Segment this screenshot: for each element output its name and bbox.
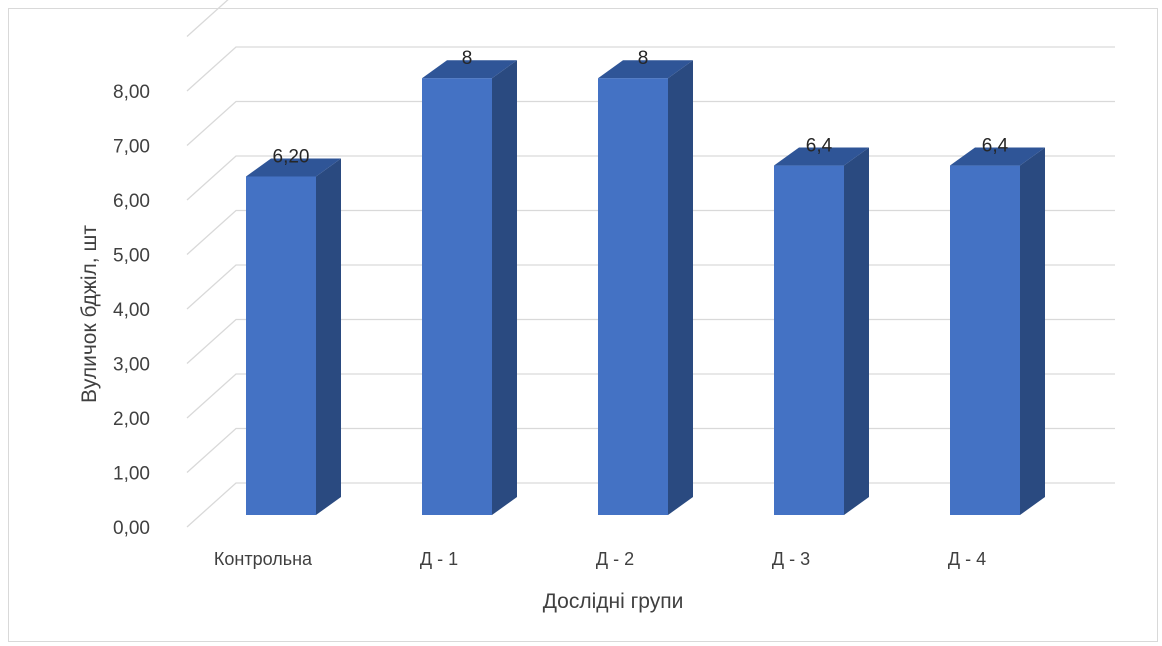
bar-top-face <box>598 60 693 79</box>
bar-front-face <box>774 165 844 515</box>
x-axis-title: Дослідні групи <box>543 590 684 613</box>
bar-front-face <box>422 78 492 515</box>
bar-top-face <box>422 60 517 79</box>
y-tick-label: 6,00 <box>113 191 150 212</box>
bar-front-face <box>246 176 316 516</box>
y-tick-label: 4,00 <box>113 300 150 321</box>
gridline <box>186 100 1115 146</box>
x-axis-category-labels: Контрольна Д - 1 Д - 2 Д - 3 Д - 4 <box>214 549 986 569</box>
bar-top-face <box>950 147 1045 166</box>
bar-side-face <box>668 60 693 515</box>
data-label: 8 <box>462 48 473 69</box>
bar-side-face <box>316 158 341 516</box>
bar-front-face <box>598 78 668 515</box>
data-label: 6,4 <box>982 136 1009 157</box>
bar-side-face <box>1020 147 1045 515</box>
y-tick-label: 8,00 <box>113 82 150 103</box>
y-tick-label: 7,00 <box>113 137 150 158</box>
bar-front-face <box>950 165 1020 515</box>
bar <box>422 60 517 515</box>
bar <box>950 147 1045 515</box>
y-tick-label: 1,00 <box>113 464 150 485</box>
y-axis-tick-labels: 0,00 1,00 2,00 3,00 4,00 5,00 6,00 7,00 8,00 <box>113 82 150 539</box>
x-category-label: Д - 2 <box>596 549 634 569</box>
bars <box>246 60 1045 516</box>
bar-side-face <box>844 147 869 515</box>
bar-top-face <box>774 147 869 166</box>
y-tick-label: 0,00 <box>113 518 150 539</box>
bar-top-face <box>246 158 341 177</box>
data-label: 6,20 <box>273 146 310 167</box>
bar <box>774 147 869 515</box>
x-category-label: Д - 1 <box>420 549 458 569</box>
y-tick-label: 5,00 <box>113 246 150 267</box>
bar-side-face <box>492 60 517 515</box>
x-category-label: Контрольна <box>214 549 313 569</box>
data-labels: 6,20 8 8 6,4 6,4 <box>273 48 1009 167</box>
x-category-label: Д - 4 <box>948 549 986 569</box>
y-tick-label: 2,00 <box>113 409 150 430</box>
gridline <box>186 46 1115 92</box>
data-label: 6,4 <box>806 136 833 157</box>
bar <box>598 60 693 515</box>
gridline <box>186 0 229 37</box>
bar <box>246 158 341 516</box>
y-axis-title: Вуличок бджіл, шт <box>78 225 101 403</box>
data-label: 8 <box>638 48 649 69</box>
y-tick-label: 3,00 <box>113 355 150 376</box>
x-category-label: Д - 3 <box>772 549 810 569</box>
